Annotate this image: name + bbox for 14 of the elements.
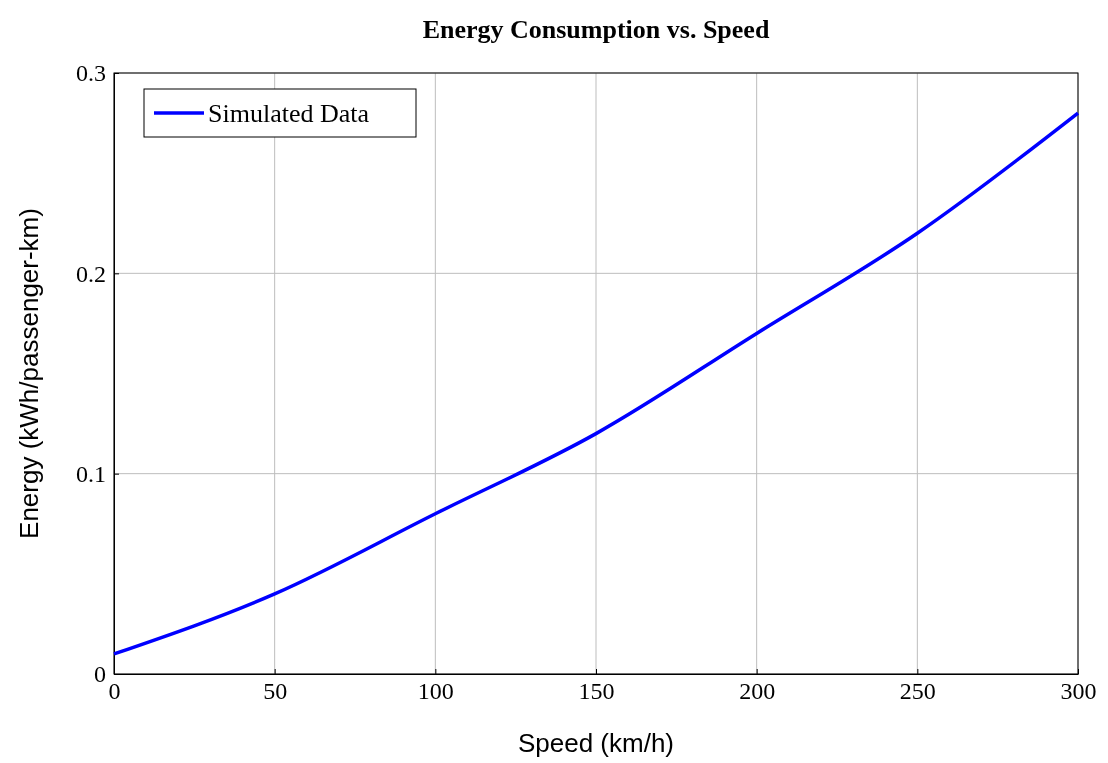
x-axis-title: Speed (km/h): [517, 728, 675, 758]
y-tick-label: 0.1: [76, 460, 106, 487]
x-tick-label: 250: [899, 678, 936, 705]
y-tick-label: 0: [94, 661, 106, 688]
x-tick-label: 150: [578, 678, 615, 705]
y-tick-label: 0.2: [76, 260, 106, 287]
chart-title: Energy Consumption vs. Speed: [422, 15, 770, 44]
x-tick-label: 200: [739, 678, 776, 705]
legend-label: Simulated Data: [208, 99, 370, 128]
y-tick-label: 0.3: [76, 60, 106, 87]
x-tick-label: 50: [263, 678, 288, 705]
x-tick-label: 300: [1060, 678, 1097, 705]
y-axis-title: Energy (kWh/passenger-km): [14, 208, 44, 539]
x-tick-label: 100: [417, 678, 454, 705]
